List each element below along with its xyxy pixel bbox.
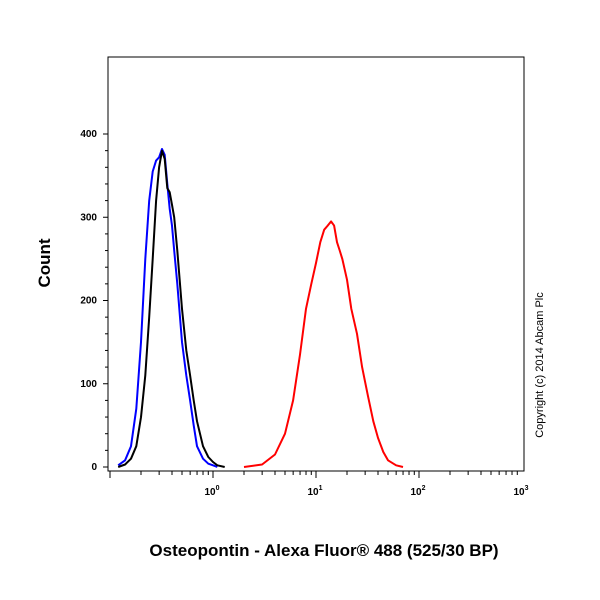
y-axis-title: Count bbox=[35, 238, 54, 287]
y-tick-label: 0 bbox=[91, 462, 97, 473]
x-tick-label: 101 bbox=[307, 485, 322, 498]
series-line-2 bbox=[243, 220, 404, 468]
y-tick-label: 300 bbox=[80, 212, 97, 223]
y-tick-label: 100 bbox=[80, 379, 97, 390]
series-group bbox=[117, 148, 404, 468]
y-tick-label: 200 bbox=[80, 296, 97, 307]
x-tick-label: 103 bbox=[513, 485, 528, 498]
series-line-1 bbox=[117, 149, 225, 468]
y-axis: 0 100 200 300 400 bbox=[80, 129, 108, 473]
y-tick-label: 400 bbox=[80, 129, 97, 140]
x-axis: 100 101 102 103 bbox=[109, 471, 529, 498]
x-axis-title: Osteopontin - Alexa Fluor® 488 (525/30 B… bbox=[149, 541, 498, 560]
x-tick-label: 102 bbox=[410, 485, 425, 498]
x-tick-label: 100 bbox=[204, 485, 219, 498]
series-line-0 bbox=[117, 148, 218, 468]
copyright-notice: Copyright (c) 2014 Abcam Plc bbox=[534, 292, 546, 438]
